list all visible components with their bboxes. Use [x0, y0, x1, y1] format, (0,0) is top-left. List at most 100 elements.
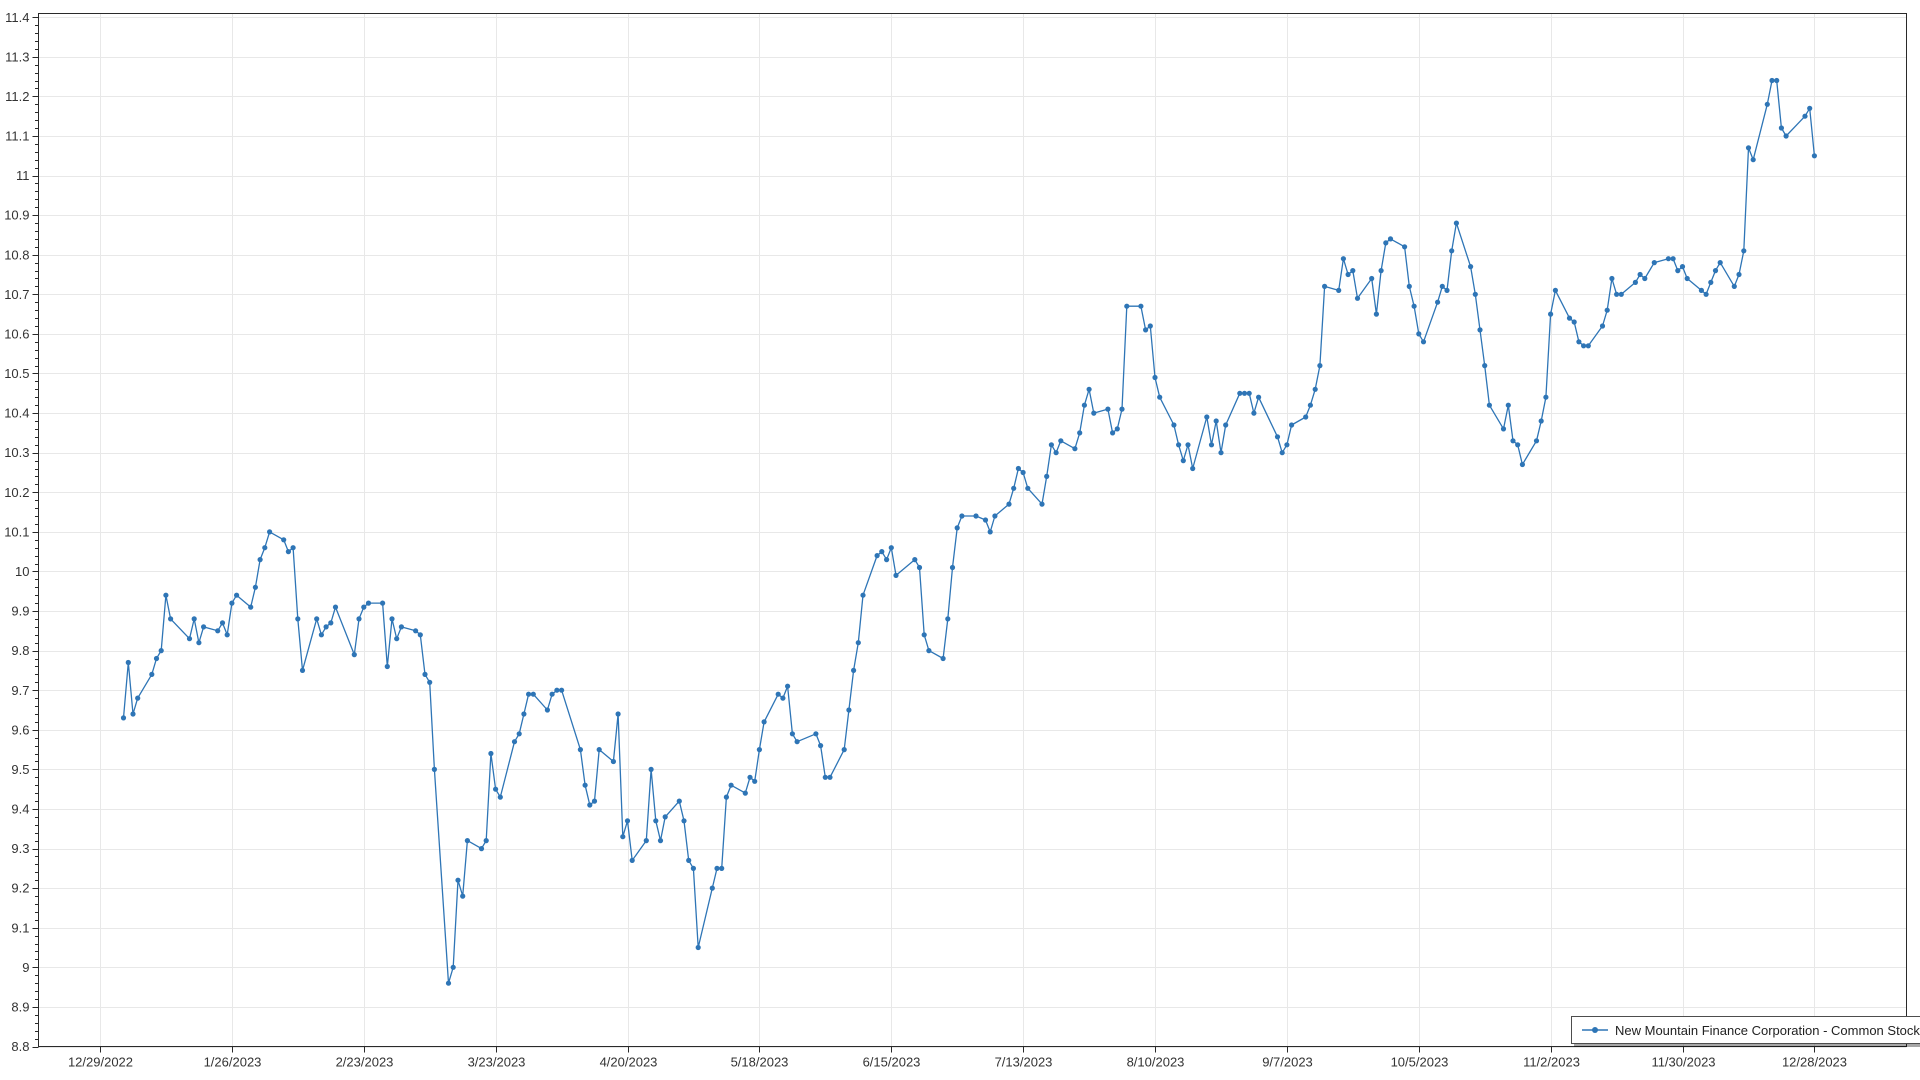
data-point — [135, 695, 141, 701]
plot-area[interactable] — [37, 12, 1908, 1048]
y-tick-label: 10.4 — [4, 406, 29, 421]
data-point — [1614, 291, 1620, 297]
data-point — [1208, 442, 1215, 448]
data-point — [587, 802, 593, 808]
x-tick-label: 12/29/2022 — [68, 1055, 133, 1070]
x-tick-label: 12/28/2023 — [1782, 1055, 1847, 1070]
data-point — [1143, 327, 1149, 333]
data-point — [1774, 77, 1780, 84]
data-point — [615, 711, 621, 717]
data-point — [493, 786, 499, 792]
data-point — [1519, 461, 1525, 468]
data-point — [643, 838, 649, 844]
data-point — [1416, 331, 1422, 337]
data-point — [1354, 295, 1361, 301]
data-point — [1548, 311, 1554, 317]
data-point — [1599, 323, 1606, 329]
data-point — [1279, 450, 1285, 456]
data-point — [1256, 394, 1262, 400]
data-point — [365, 600, 372, 606]
x-tick-label: 8/10/2023 — [1127, 1055, 1185, 1070]
data-point — [1585, 343, 1591, 349]
data-point — [1241, 390, 1248, 396]
data-point — [1246, 390, 1252, 396]
data-point — [1807, 105, 1813, 111]
x-tick-label: 5/18/2023 — [731, 1055, 789, 1070]
data-point — [1378, 268, 1384, 274]
y-tick-label: 9.8 — [11, 643, 29, 658]
data-point — [1708, 279, 1714, 285]
data-point — [1515, 442, 1521, 448]
data-point — [554, 687, 560, 693]
data-point — [888, 545, 894, 551]
data-point — [1114, 426, 1120, 432]
data-point — [940, 655, 946, 662]
y-tick-label: 10.3 — [4, 445, 29, 460]
data-point — [775, 691, 781, 697]
data-point — [818, 743, 824, 749]
series-markers — [120, 77, 1817, 986]
y-tick-label: 10.9 — [4, 208, 29, 223]
data-point — [945, 616, 951, 622]
data-point — [1472, 291, 1478, 297]
data-point — [1006, 501, 1012, 507]
data-point — [163, 592, 169, 598]
data-point — [191, 616, 197, 622]
data-point — [1185, 442, 1191, 448]
data-point — [224, 632, 230, 638]
data-point — [1679, 264, 1686, 270]
data-point — [1778, 125, 1784, 131]
y-tick-label: 11.1 — [5, 129, 29, 144]
data-point — [460, 893, 466, 899]
data-point — [591, 798, 598, 804]
data-point — [427, 679, 433, 685]
data-point — [1609, 275, 1615, 282]
data-point — [267, 529, 273, 535]
data-point — [874, 553, 880, 559]
data-point — [1651, 260, 1657, 266]
data-point — [851, 667, 857, 674]
data-point — [1665, 256, 1671, 262]
data-point — [1350, 268, 1356, 274]
data-point — [912, 557, 918, 563]
data-point — [1180, 458, 1186, 464]
data-point — [1383, 240, 1389, 246]
y-tick-label: 10.6 — [4, 326, 29, 341]
data-point — [1147, 323, 1153, 329]
data-point — [1157, 394, 1163, 400]
gridlines — [38, 13, 1907, 1048]
data-point — [742, 790, 748, 796]
data-point — [1336, 287, 1342, 293]
data-point — [926, 648, 932, 654]
y-tick-label: 11.2 — [5, 89, 29, 104]
data-point — [1684, 275, 1690, 282]
legend[interactable]: New Mountain Finance Corporation - Commo… — [1571, 1016, 1920, 1044]
data-point — [1053, 450, 1059, 456]
data-point — [648, 766, 654, 773]
data-point — [827, 774, 833, 780]
data-point — [785, 683, 791, 689]
data-point — [954, 525, 960, 531]
data-point — [893, 572, 899, 579]
data-point — [158, 648, 164, 654]
data-point — [1802, 113, 1808, 119]
data-point — [356, 616, 362, 622]
data-point — [219, 620, 226, 626]
data-point — [1303, 414, 1309, 420]
data-point — [719, 865, 725, 872]
data-point — [1025, 485, 1031, 491]
y-tick-label: 10.7 — [4, 287, 29, 302]
data-point — [1317, 363, 1323, 369]
data-point — [1745, 145, 1752, 151]
data-point — [252, 584, 258, 590]
data-point — [841, 747, 847, 753]
data-point — [1237, 390, 1243, 396]
y-tick-label: 9.5 — [11, 762, 29, 777]
data-point — [1486, 402, 1492, 408]
data-point — [1015, 465, 1022, 472]
data-point — [361, 604, 367, 610]
data-point — [1176, 442, 1182, 448]
x-tick-label: 2/23/2023 — [336, 1055, 394, 1070]
data-point — [686, 857, 692, 864]
data-point — [1274, 434, 1281, 440]
